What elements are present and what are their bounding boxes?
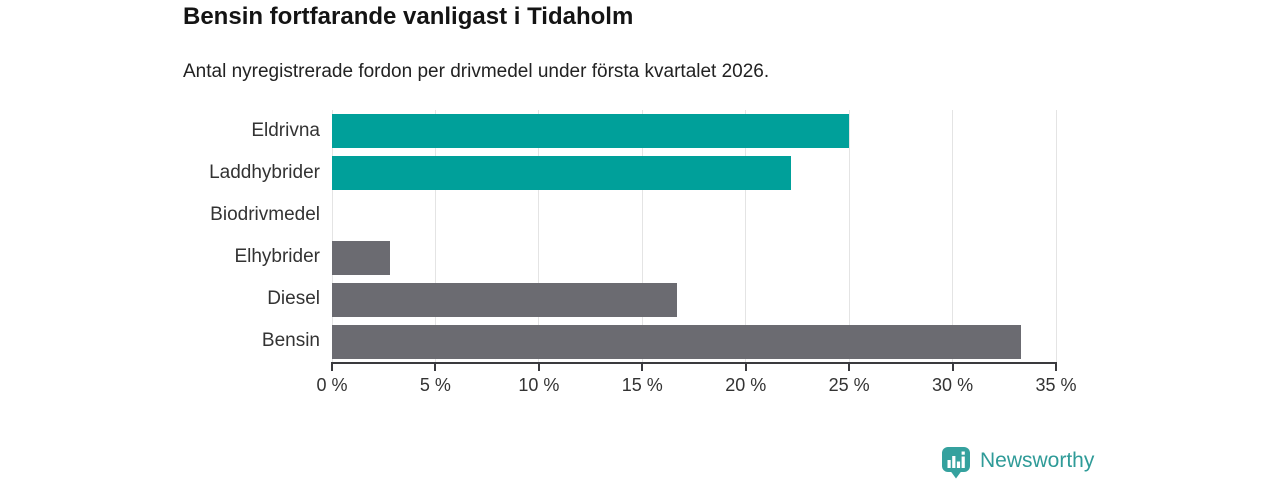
category-label: Laddhybrider <box>209 161 320 183</box>
gridline <box>434 110 436 363</box>
x-axis-tick-label: 30 % <box>932 375 974 395</box>
x-axis-tick <box>1055 364 1057 371</box>
x-axis-tick-label: 15 % <box>621 375 663 395</box>
gridline <box>1055 110 1057 363</box>
bar-bensin <box>332 324 1021 359</box>
x-axis-tick <box>744 364 747 371</box>
x-axis-tick <box>641 364 644 371</box>
x-axis-tick <box>331 364 333 371</box>
gridline <box>538 110 540 363</box>
gridline <box>952 110 954 363</box>
bar-eldrivna <box>332 114 850 149</box>
brand-footer: Newsworthy <box>941 446 1094 479</box>
x-axis-tick-label: 0 % <box>316 375 348 395</box>
x-axis-tick <box>848 364 851 371</box>
gridline <box>331 110 333 363</box>
x-axis-tick-label: 35 % <box>1035 375 1077 395</box>
newsworthy-logo-icon <box>942 447 970 479</box>
bar-laddhybrider <box>332 156 792 191</box>
x-axis-tick-label: 25 % <box>828 375 870 395</box>
gridline <box>745 110 747 363</box>
category-label: Diesel <box>267 288 320 310</box>
bar-diesel <box>332 282 678 317</box>
gridline <box>848 110 850 363</box>
x-axis-tick <box>951 364 954 371</box>
x-axis-tick-label: 5 % <box>419 375 451 395</box>
x-axis-tick <box>537 364 540 371</box>
x-axis-tick-label: 20 % <box>725 375 767 395</box>
chart-subtitle: Antal nyregistrerade fordon per drivmede… <box>183 61 770 82</box>
category-label: Eldrivna <box>251 119 320 141</box>
category-label: Biodrivmedel <box>210 203 320 225</box>
x-axis-tick-label: 10 % <box>518 375 560 395</box>
chart-title: Bensin fortfarande vanligast i Tidaholm <box>183 3 634 30</box>
gridline <box>641 110 643 363</box>
x-axis-tick <box>434 364 437 371</box>
category-label: Elhybrider <box>234 246 320 268</box>
bar-elhybrider <box>332 240 390 275</box>
x-axis-line <box>331 362 1057 364</box>
category-label: Bensin <box>261 330 320 352</box>
brand-name: Newsworthy <box>980 449 1095 472</box>
